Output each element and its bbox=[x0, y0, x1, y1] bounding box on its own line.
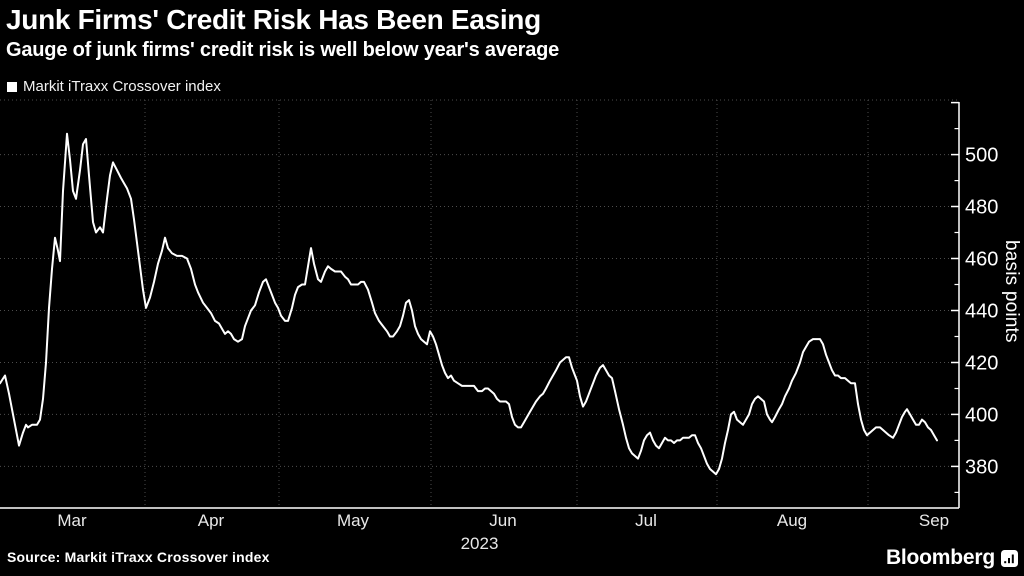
y-tick-label-480: 480 bbox=[965, 197, 998, 219]
legend-square-marker-icon bbox=[7, 81, 17, 92]
chart-legend: Markit iTraxx Crossover index bbox=[7, 78, 221, 95]
y-tick-label-420: 420 bbox=[965, 353, 998, 375]
y-tick-label-380: 380 bbox=[965, 456, 998, 478]
bloomberg-bars-icon bbox=[1001, 549, 1018, 567]
chart-subtitle: Gauge of junk firms' credit risk is well… bbox=[6, 39, 560, 61]
x-tick-label-Jun: Jun bbox=[489, 511, 516, 530]
source-note: Source: Markit iTraxx Crossover index bbox=[7, 549, 270, 565]
y-tick-label-460: 460 bbox=[965, 249, 998, 271]
x-axis-year-label: 2023 bbox=[461, 534, 499, 553]
bloomberg-logo: Bloomberg bbox=[886, 546, 1018, 570]
legend-series-label: Markit iTraxx Crossover index bbox=[23, 78, 221, 95]
y-tick-label-440: 440 bbox=[965, 301, 998, 323]
x-tick-label-May: May bbox=[337, 511, 370, 530]
y-axis-title: basis points bbox=[1001, 240, 1022, 343]
x-tick-label-Aug: Aug bbox=[777, 511, 807, 530]
x-tick-label-Sep: Sep bbox=[919, 511, 949, 530]
bloomberg-wordmark: Bloomberg bbox=[885, 546, 995, 569]
page-title: Junk Firms' Credit Risk Has Been Easing bbox=[6, 4, 541, 35]
x-tick-label-Mar: Mar bbox=[57, 511, 87, 530]
series-line-markit-itraxx bbox=[0, 132, 938, 476]
y-tick-label-500: 500 bbox=[965, 145, 998, 167]
x-tick-label-Apr: Apr bbox=[198, 511, 225, 530]
x-tick-label-Jul: Jul bbox=[635, 511, 657, 530]
y-tick-label-400: 400 bbox=[965, 404, 998, 426]
